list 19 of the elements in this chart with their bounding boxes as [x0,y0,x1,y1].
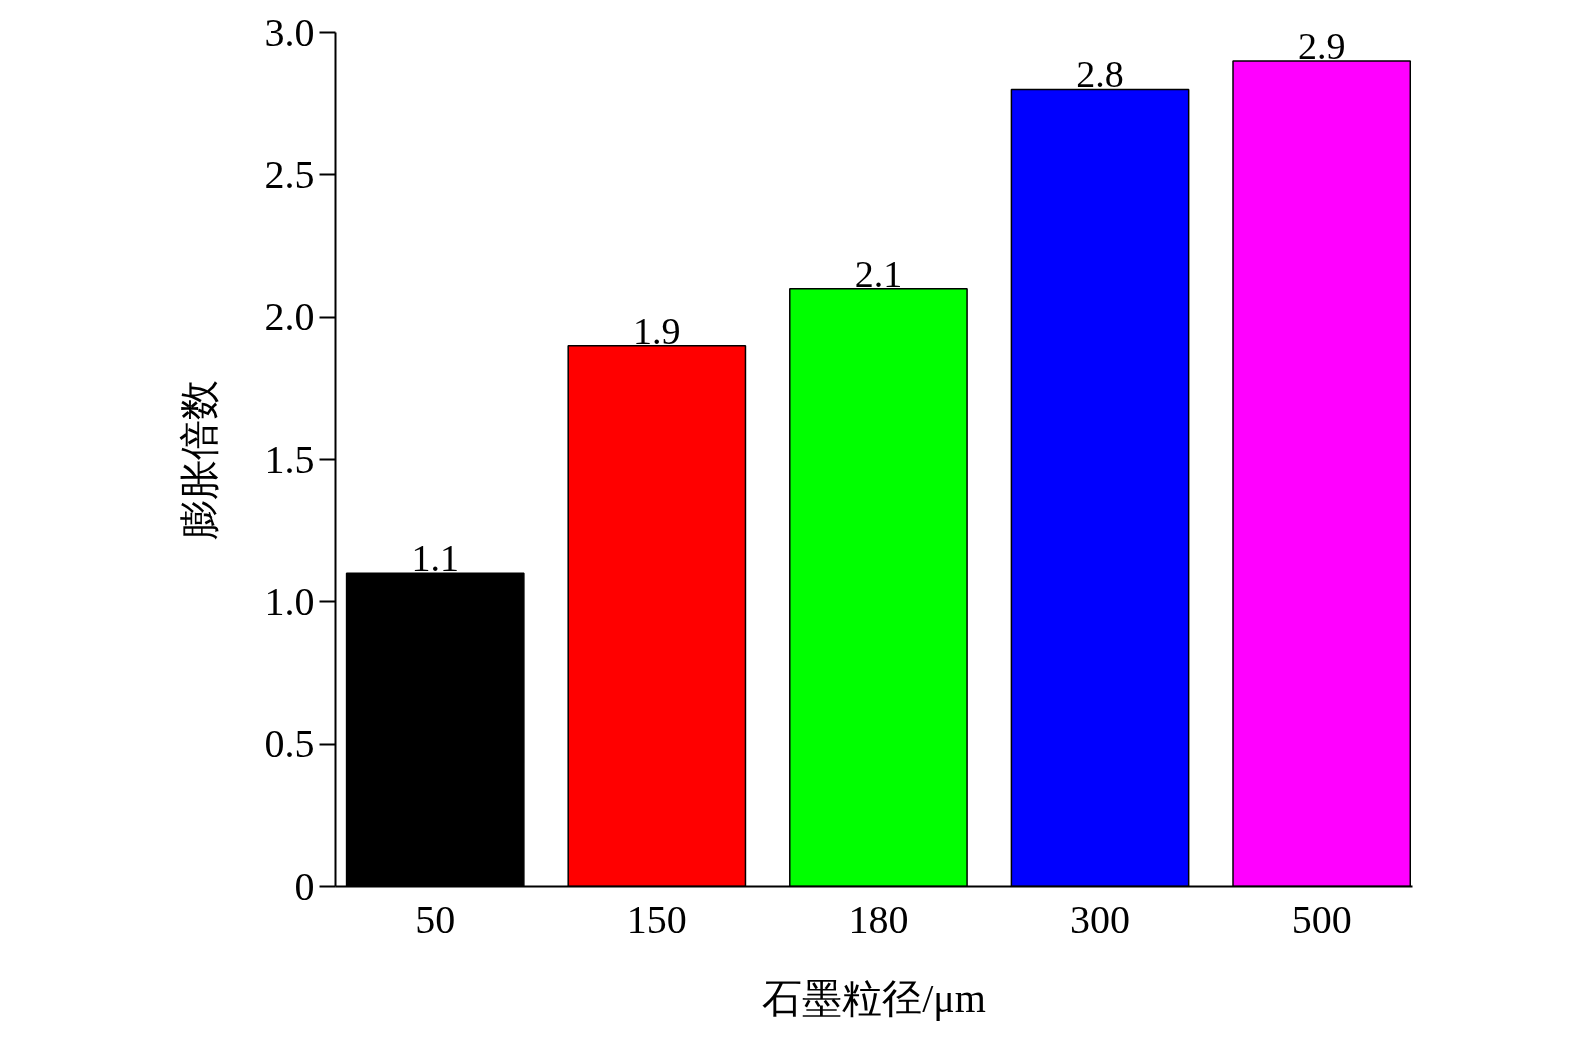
x-axis-title: 石墨粒径/μm [762,975,986,1021]
x-tick-label: 500 [1291,896,1352,942]
x-tick-label: 150 [626,896,687,942]
y-tick-label: 2.5 [264,151,315,197]
data-label: 2.8 [1076,53,1124,96]
y-tick-label: 0 [294,863,315,909]
x-tick-label: 50 [415,896,456,942]
data-label: 2.9 [1297,24,1346,67]
y-tick-label: 3.0 [264,9,315,55]
y-tick-label: 1.5 [264,436,315,482]
y-tick-label: 0.5 [264,721,315,767]
x-tick-label: 180 [848,896,909,942]
data-label: 1.9 [633,309,681,352]
data-label: 2.1 [854,252,903,295]
y-axis-title: 膨胀倍数 [176,379,222,540]
data-label: 1.1 [411,537,459,580]
y-tick-label: 2.0 [264,294,315,340]
x-tick-label: 300 [1070,896,1131,942]
y-tick-label: 1.0 [264,578,315,624]
